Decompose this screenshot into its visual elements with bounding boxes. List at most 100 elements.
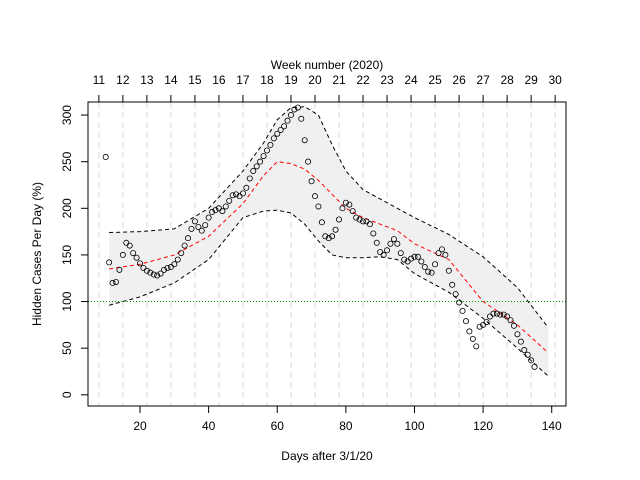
y-tick-label: 200 <box>60 198 74 218</box>
data-point <box>188 225 195 232</box>
data-point <box>517 338 524 345</box>
data-point <box>387 240 394 247</box>
data-point <box>195 223 202 230</box>
data-point <box>380 251 387 258</box>
data-point <box>456 299 463 306</box>
x-tick-label: 120 <box>473 419 493 433</box>
data-point <box>360 218 367 225</box>
data-point <box>370 230 377 237</box>
data-point <box>504 313 511 320</box>
x-axis-label: Days after 3/1/20 <box>281 449 373 463</box>
data-point <box>284 117 291 124</box>
data-point <box>459 307 466 314</box>
top-tick-label: 13 <box>140 73 154 87</box>
x-tick-label: 80 <box>339 419 353 433</box>
data-point <box>346 201 353 208</box>
data-point <box>178 250 185 257</box>
data-point <box>233 191 240 198</box>
data-point <box>246 175 253 182</box>
data-point <box>531 363 538 370</box>
top-tick-label: 26 <box>452 73 466 87</box>
y-tick-label: 300 <box>60 105 74 125</box>
data-point <box>112 278 119 285</box>
data-point <box>507 317 514 324</box>
data-point <box>147 269 154 276</box>
data-point <box>198 227 205 234</box>
data-point <box>497 311 504 318</box>
data-point <box>432 261 439 268</box>
data-point <box>298 115 305 122</box>
data-point <box>219 208 226 215</box>
data-point <box>212 207 219 214</box>
data-point <box>493 310 500 317</box>
data-point <box>490 310 497 317</box>
data-point <box>315 203 322 210</box>
data-point <box>356 216 363 223</box>
top-tick-label: 14 <box>164 73 178 87</box>
y-tick-label: 0 <box>60 391 74 398</box>
data-point <box>157 270 164 277</box>
top-tick-label: 21 <box>332 73 346 87</box>
top-tick-label: 18 <box>260 73 274 87</box>
data-point <box>150 271 157 278</box>
data-point <box>287 112 294 119</box>
y-tick-label: 250 <box>60 151 74 171</box>
data-point <box>243 184 250 191</box>
data-point <box>318 219 325 226</box>
data-point <box>119 251 126 258</box>
data-point <box>349 208 356 215</box>
data-point <box>226 197 233 204</box>
data-point <box>274 130 281 137</box>
center-line <box>109 161 549 354</box>
data-point <box>445 267 452 274</box>
data-point <box>469 335 476 342</box>
data-point <box>291 106 298 113</box>
data-point <box>305 158 312 165</box>
data-point <box>106 259 113 266</box>
data-point <box>442 251 449 258</box>
data-point <box>336 216 343 223</box>
data-point <box>133 254 140 261</box>
data-point <box>418 258 425 265</box>
data-point <box>466 328 473 335</box>
top-tick-label: 28 <box>500 73 514 87</box>
data-point <box>164 264 171 271</box>
data-point <box>528 357 535 364</box>
data-point <box>408 255 415 262</box>
data-point <box>222 203 229 210</box>
data-point <box>143 267 150 274</box>
top-tick-label: 23 <box>380 73 394 87</box>
data-point <box>130 250 137 257</box>
data-point <box>250 168 257 175</box>
upper-bound-line <box>109 106 549 328</box>
x-tick-label: 140 <box>542 419 562 433</box>
y-tick-label: 100 <box>60 291 74 311</box>
top-tick-label: 27 <box>476 73 490 87</box>
top-tick-label: 15 <box>188 73 202 87</box>
data-point <box>308 178 315 185</box>
data-point <box>239 190 246 197</box>
data-point <box>425 268 432 275</box>
data-point <box>329 233 336 240</box>
data-point <box>483 319 490 326</box>
data-point <box>524 351 531 358</box>
data-point <box>452 291 459 298</box>
data-point <box>229 192 236 199</box>
data-point <box>294 104 301 111</box>
data-point <box>353 214 360 221</box>
top-tick-label: 22 <box>356 73 370 87</box>
data-point <box>253 163 260 170</box>
data-point <box>521 347 528 354</box>
data-point <box>384 247 391 254</box>
data-point <box>500 311 507 318</box>
y-tick-label: 150 <box>60 245 74 265</box>
data-point <box>449 281 456 288</box>
data-point <box>510 322 517 329</box>
data-point <box>270 135 277 142</box>
x-tick-label: 60 <box>271 419 285 433</box>
data-point <box>191 218 198 225</box>
data-point <box>325 235 332 242</box>
data-point <box>514 331 521 338</box>
data-point <box>126 242 133 249</box>
